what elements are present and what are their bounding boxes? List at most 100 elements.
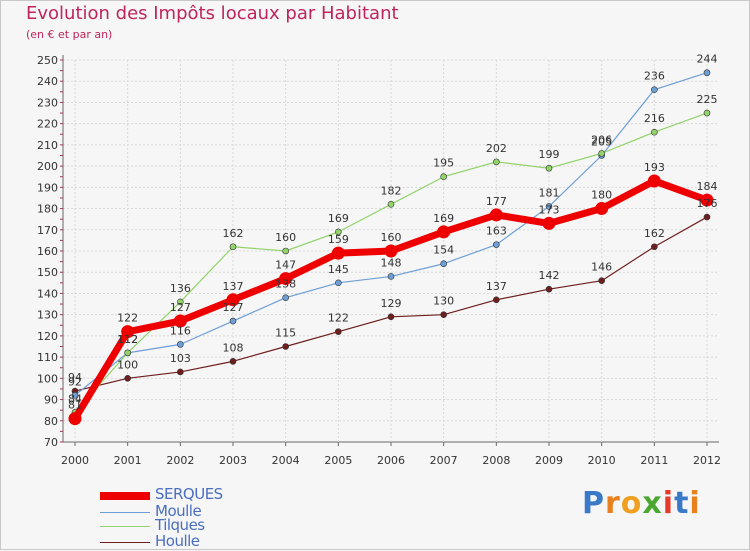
data-label-houlle: 94 [68,371,82,384]
x-tick-label: 2003 [219,454,247,467]
data-label-serques: 160 [381,231,402,244]
y-tick-label: 150 [37,266,58,279]
data-label-tilques: 112 [117,333,138,346]
logo-letter: t [674,486,690,521]
data-label-houlle: 176 [697,197,718,210]
x-tick-label: 2012 [693,454,721,467]
y-tick-label: 130 [37,309,58,322]
data-label-houlle: 146 [591,261,612,274]
data-point-houlle [440,311,447,318]
data-point-tilques [440,173,447,181]
data-point-serques [437,225,451,239]
data-point-moulle [177,341,184,348]
x-tick-label: 2004 [272,454,300,467]
data-label-tilques: 195 [433,157,454,170]
data-label-tilques: 182 [381,184,402,197]
data-point-tilques [282,247,289,255]
data-label-houlle: 129 [381,297,402,310]
data-point-serques [542,216,556,230]
data-label-serques: 81 [68,399,82,412]
data-point-tilques [335,228,342,236]
data-point-serques [489,208,503,222]
data-label-moulle: 92 [68,375,82,388]
data-label-houlle: 142 [539,269,560,282]
data-point-tilques [545,164,553,172]
x-tick-label: 2005 [324,454,352,467]
data-point-moulle [703,69,711,77]
data-label-tilques: 199 [539,148,560,161]
x-tick-label: 2007 [430,454,458,467]
data-point-tilques [177,298,184,306]
y-tick-label: 90 [44,394,58,407]
data-label-houlle: 108 [223,341,244,354]
data-label-houlle: 103 [170,352,191,365]
y-tick-label: 200 [37,160,58,173]
y-tick-label: 230 [37,96,58,109]
data-point-serques [384,244,398,258]
legend-swatch-serques [100,492,150,500]
logo-letter: i [689,486,701,521]
data-point-houlle [229,358,237,365]
y-tick-label: 120 [37,330,58,343]
data-label-houlle: 130 [433,295,454,308]
data-point-moulle [71,392,79,399]
data-point-tilques [703,109,711,117]
y-tick-label: 80 [44,415,58,428]
y-tick-label: 190 [37,181,58,194]
data-point-tilques [651,128,658,136]
logo-letter: i [662,486,675,521]
data-point-tilques [598,150,605,157]
data-label-serques: 159 [328,233,349,246]
y-tick-label: 110 [37,351,58,364]
legend-label-tilques: Tilques [155,516,205,534]
data-label-moulle: 138 [275,278,296,291]
y-tick-label: 70 [44,436,58,449]
x-tick-label: 2011 [640,454,668,467]
data-label-tilques: 216 [644,112,665,125]
data-label-moulle: 148 [381,256,402,269]
data-label-serques: 122 [117,312,138,325]
y-tick-label: 170 [37,224,58,237]
data-point-houlle [335,328,342,335]
data-point-serques [700,193,714,207]
data-label-houlle: 115 [275,327,296,340]
data-point-serques [173,314,187,328]
chart-title: Evolution des Impôts locaux par Habitant [26,3,399,24]
data-point-houlle [545,285,553,293]
data-label-houlle: 162 [644,227,665,240]
x-tick-label: 2002 [166,454,194,467]
x-tick-label: 2006 [377,454,405,467]
proxiti-logo: Proxiti [582,486,701,521]
data-point-moulle [282,294,289,301]
data-point-serques [331,246,345,260]
legend-swatch-houlle [100,542,150,543]
data-label-serques: 169 [433,212,454,225]
data-label-tilques: 225 [697,93,718,106]
data-point-houlle [598,277,605,285]
data-point-houlle [387,313,395,321]
data-point-houlle [651,243,658,251]
data-point-moulle [440,260,447,268]
data-label-tilques: 162 [223,227,244,240]
data-label-moulle: 154 [433,244,454,257]
y-tick-label: 210 [37,139,58,152]
data-label-tilques: 202 [486,142,507,155]
data-label-moulle: 244 [697,53,718,66]
logo-letter: o [620,486,643,521]
data-point-tilques [493,158,500,166]
data-point-moulle [335,279,342,287]
x-tick-label: 2010 [588,454,616,467]
data-label-tilques: 136 [170,282,191,295]
data-label-moulle: 112 [117,333,138,346]
y-tick-label: 140 [37,287,58,300]
data-label-serques: 137 [223,280,244,293]
y-tick-label: 240 [37,75,58,88]
data-label-serques: 147 [275,259,296,272]
data-point-moulle [651,86,658,94]
data-point-moulle [545,203,553,210]
data-label-houlle: 100 [117,358,138,371]
data-label-tilques: 169 [328,212,349,225]
y-tick-label: 100 [37,372,58,385]
data-point-houlle [493,296,500,304]
